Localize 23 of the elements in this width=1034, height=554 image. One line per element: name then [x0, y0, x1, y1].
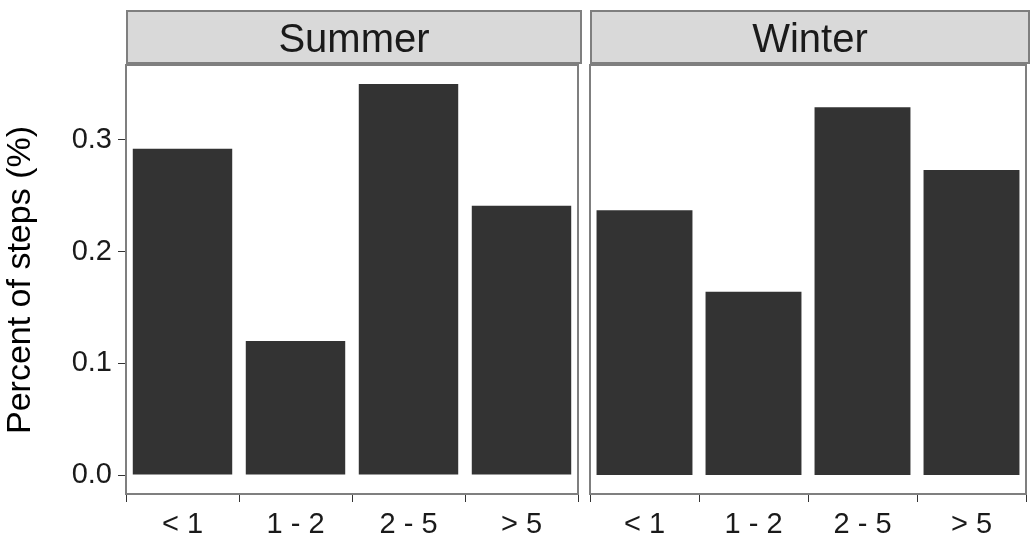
- bar: [132, 148, 233, 475]
- chart-title: Winter: [590, 10, 1030, 64]
- y-tick-label: 0.0: [71, 457, 112, 489]
- y-tick-label: 0.3: [71, 121, 112, 154]
- bar: [923, 169, 1020, 475]
- x-tick-label: 1 - 2: [724, 507, 783, 540]
- bar: [596, 210, 693, 475]
- y-tick-label: 0.1: [71, 345, 112, 378]
- bar: [814, 107, 911, 475]
- x-tick-label: < 1: [161, 507, 204, 540]
- x-tick-label: 1 - 2: [266, 507, 325, 540]
- bar: [705, 291, 802, 475]
- bar: [471, 205, 572, 475]
- x-tick-label: > 5: [500, 507, 543, 540]
- chart-title: Summer: [126, 10, 582, 64]
- y-tick-label: 0.2: [71, 233, 112, 266]
- bar: [358, 83, 459, 475]
- bar: [245, 340, 346, 475]
- x-tick-label: 2 - 5: [833, 507, 892, 540]
- y-axis-title: Percent of steps (%): [0, 125, 37, 435]
- x-tick-label: 2 - 5: [379, 507, 438, 540]
- x-tick-label: > 5: [950, 507, 993, 540]
- x-tick-label: < 1: [623, 507, 666, 540]
